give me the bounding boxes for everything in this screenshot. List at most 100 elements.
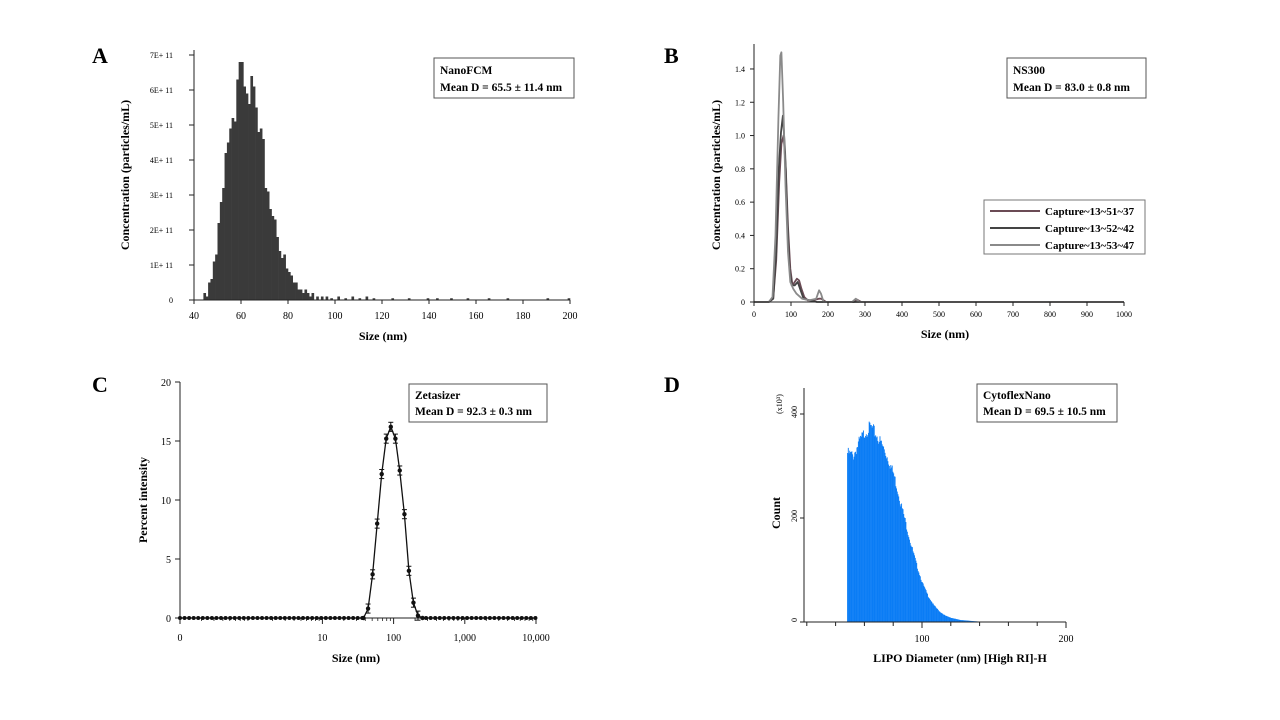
panel-d-bar <box>898 500 900 622</box>
panel-a-bar <box>407 298 411 300</box>
panel-c-marker <box>264 616 269 620</box>
panel-c-marker <box>496 616 501 620</box>
panel-c-marker <box>442 616 447 620</box>
panel-c-marker <box>319 616 324 620</box>
panel-c-marker <box>411 600 416 605</box>
panel-a-bar <box>316 296 319 300</box>
panel-a-bar <box>231 118 235 300</box>
panel-c-x-tick-label: 10 <box>317 633 327 644</box>
panel-c-marker <box>291 616 296 620</box>
panel-d-bar <box>870 425 872 622</box>
panel-c-marker <box>214 616 219 620</box>
panel-a-bar <box>487 298 491 300</box>
panel-c-marker <box>255 616 260 620</box>
panel-a-bar <box>250 76 254 300</box>
panel-d-bar <box>860 435 861 622</box>
panel-d-bar <box>916 562 918 622</box>
panel-d-bar <box>896 491 898 622</box>
panel-d-bar <box>953 618 955 622</box>
panel-d-bar <box>937 608 939 622</box>
panel-c-marker <box>223 616 228 620</box>
panel-d-bar <box>961 620 963 622</box>
panel-d-bar <box>907 535 909 622</box>
panel-d-bar <box>902 509 904 622</box>
panel-a-bar <box>217 223 221 300</box>
panel-d-bar <box>969 620 971 622</box>
panel-d-bar <box>954 618 956 622</box>
panel-a-bar <box>252 86 256 300</box>
panel-d-bar <box>940 612 941 622</box>
panel-d-bar <box>934 606 936 622</box>
panel-c-x-ticks: 0 10 100 1,000 10,000 <box>178 618 550 644</box>
panel-c-y-tick-label: 20 <box>161 378 171 389</box>
panel-a-x-tick-label: 40 <box>189 311 199 322</box>
panel-c-marker <box>342 616 347 620</box>
panel-c-x-tick-label: 0 <box>178 633 183 644</box>
panel-a-bar <box>306 293 310 300</box>
panel-c-curve <box>178 421 538 621</box>
panel-d-bar <box>955 618 957 622</box>
panel-d-bar <box>899 504 901 622</box>
panel-b-x-tick-label: 700 <box>1007 310 1019 319</box>
panel-a-bar <box>280 258 284 300</box>
panel-d-bar <box>918 572 920 622</box>
panel-d-bar <box>880 440 882 622</box>
panel-d-bar <box>906 531 908 622</box>
panel-d-bar <box>957 619 959 622</box>
panel-c-y-tick-label: 5 <box>166 555 171 566</box>
panel-c-marker <box>355 616 360 620</box>
panel-d-bar <box>909 542 911 622</box>
panel-d-bar <box>911 547 913 622</box>
panel-a-y-label: Concentration (particles/mL) <box>118 100 132 250</box>
panel-d-bar <box>965 620 967 622</box>
panel-d-bar <box>914 557 916 622</box>
panel-d-y-tick-label: 0 <box>790 618 799 622</box>
panel-c-info-title: Zetasizer <box>415 390 460 402</box>
panel-d-x-tick-label: 200 <box>1059 634 1074 645</box>
panel-d-bar <box>870 425 872 622</box>
panel-d-bar <box>868 432 869 622</box>
panel-a-x-tick-label: 180 <box>516 311 531 322</box>
panel-b-x-tick-label: 1000 <box>1116 310 1132 319</box>
panel-d-x-ticks: 100 200 <box>806 622 1074 645</box>
panel-d-bar <box>965 620 967 622</box>
panel-d-bar <box>968 620 969 622</box>
panel-d-bar <box>895 486 897 622</box>
panel-d-bar <box>875 437 877 622</box>
panel-d-bar <box>927 593 928 622</box>
panel-c-marker <box>397 468 402 473</box>
panel-a-bar <box>285 268 289 300</box>
panel-d-bar <box>970 620 972 622</box>
panel-c-marker <box>424 616 429 620</box>
panel-c-marker <box>232 616 237 620</box>
panel-d-bar <box>923 585 925 622</box>
panel-a-bar <box>297 289 301 300</box>
panel-a-bar <box>210 279 214 300</box>
panel-c-marker <box>524 616 529 620</box>
panel-b-y-tick-label: 0.8 <box>735 165 745 174</box>
panel-c-marker <box>474 616 479 620</box>
legend-label-series-3: Capture~13~53~47 <box>1045 240 1135 252</box>
panel-d-bar <box>942 614 944 622</box>
panel-c-marker <box>196 616 201 620</box>
panel-d-bar <box>893 473 895 622</box>
panel-b-info-title: NS300 <box>1013 65 1045 77</box>
panel-d-bar <box>952 618 954 622</box>
panel-d-bar <box>879 436 881 622</box>
panel-d-bar <box>947 616 949 622</box>
panel-c-marker <box>296 616 301 620</box>
panel-d-bar <box>941 613 943 622</box>
panel-c-marker <box>209 616 214 620</box>
panel-c-marker <box>469 616 474 620</box>
panel-c-marker <box>361 615 366 621</box>
panel-d-bar <box>878 443 879 622</box>
panel-b-y-ticks: 0 0.2 0.4 0.6 0.8 1.0 1.2 1.4 <box>735 65 754 307</box>
panel-a-bar <box>450 298 453 300</box>
panel-d-bar <box>873 424 874 622</box>
panel-d-bar <box>920 579 922 622</box>
panel-d-bar <box>945 615 947 622</box>
panel-d-bar <box>951 618 953 622</box>
panel-d-bar <box>868 421 870 622</box>
panel-c-marker <box>515 616 520 620</box>
